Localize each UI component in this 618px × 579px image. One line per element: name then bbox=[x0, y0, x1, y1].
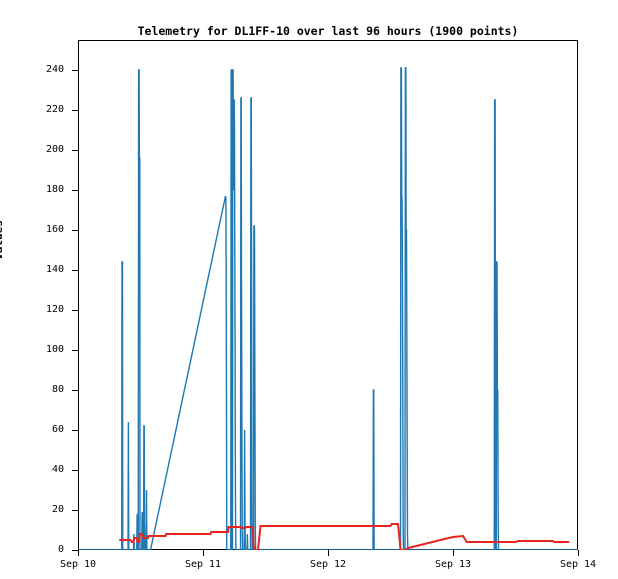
y-tick-label: 200 bbox=[45, 144, 64, 155]
y-tick-label: 100 bbox=[45, 344, 64, 355]
y-tick-label: 240 bbox=[45, 64, 64, 75]
y-tick-mark bbox=[72, 270, 78, 271]
series-line-secondary bbox=[119, 523, 570, 550]
y-tick-label: 80 bbox=[51, 384, 64, 395]
y-tick-mark bbox=[72, 230, 78, 231]
x-tick-label: Sep 11 bbox=[184, 559, 222, 570]
x-tick-label: Sep 13 bbox=[434, 559, 472, 570]
y-tick-mark bbox=[72, 70, 78, 71]
y-tick-mark bbox=[72, 390, 78, 391]
x-tick-label: Sep 14 bbox=[559, 559, 597, 570]
y-tick-mark bbox=[72, 470, 78, 471]
y-tick-mark bbox=[72, 510, 78, 511]
series-line-primary bbox=[78, 67, 578, 550]
y-tick-label: 0 bbox=[57, 544, 64, 555]
x-tick-mark bbox=[78, 550, 79, 556]
y-tick-mark bbox=[72, 550, 78, 551]
y-tick-mark bbox=[72, 310, 78, 311]
x-tick-mark bbox=[578, 550, 579, 556]
y-tick-label: 60 bbox=[51, 424, 64, 435]
y-axis-label: Values bbox=[0, 220, 5, 260]
y-tick-mark bbox=[72, 110, 78, 111]
chart-title: Telemetry for DL1FF-10 over last 96 hour… bbox=[137, 24, 519, 38]
y-tick-label: 220 bbox=[45, 104, 64, 115]
y-tick-label: 20 bbox=[51, 504, 64, 515]
y-tick-label: 140 bbox=[45, 264, 64, 275]
x-tick-mark bbox=[453, 550, 454, 556]
x-tick-label: Sep 10 bbox=[59, 559, 97, 570]
y-tick-label: 120 bbox=[45, 304, 64, 315]
y-tick-mark bbox=[72, 190, 78, 191]
y-tick-mark bbox=[72, 150, 78, 151]
y-tick-label: 40 bbox=[51, 464, 64, 475]
x-tick-mark bbox=[203, 550, 204, 556]
x-tick-label: Sep 12 bbox=[309, 559, 347, 570]
y-tick-mark bbox=[72, 350, 78, 351]
y-tick-label: 180 bbox=[45, 184, 64, 195]
y-tick-label: 160 bbox=[45, 224, 64, 235]
plot-series-area bbox=[78, 67, 578, 550]
x-tick-mark bbox=[328, 550, 329, 556]
y-tick-mark bbox=[72, 430, 78, 431]
